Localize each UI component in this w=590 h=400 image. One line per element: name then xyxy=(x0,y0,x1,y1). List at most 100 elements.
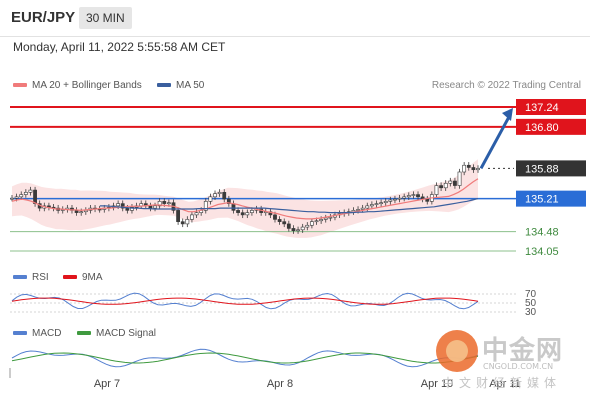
candle-body xyxy=(153,205,157,209)
ma20-line xyxy=(11,178,479,220)
level-tag xyxy=(516,99,586,115)
candle-body xyxy=(439,185,443,189)
price-series xyxy=(10,108,513,234)
datetime-label: Monday, April 11, 2022 5:55:58 AM CET xyxy=(13,40,226,54)
candle-body xyxy=(180,221,185,225)
candle-body xyxy=(162,201,167,204)
rsi-ma-swatch xyxy=(63,275,77,280)
candle-body xyxy=(360,207,365,210)
legend-rsi: RSI xyxy=(13,272,49,283)
ma50-swatch xyxy=(157,83,171,88)
symbol-label: EUR/JPY xyxy=(11,9,76,26)
candle-body xyxy=(23,192,28,195)
macd-line xyxy=(11,348,479,368)
rsi-line xyxy=(11,292,479,310)
candle-body xyxy=(28,189,33,193)
candle-body xyxy=(328,216,333,219)
candle-body xyxy=(291,228,296,231)
candle-body xyxy=(190,214,194,220)
candle-body xyxy=(369,204,374,207)
watermark-cn: 中金网 xyxy=(482,336,564,366)
level-tag xyxy=(516,118,586,135)
ma20-swatch xyxy=(13,83,27,88)
candle-body xyxy=(157,201,162,207)
candle-body xyxy=(286,223,291,229)
candle-body xyxy=(462,164,467,173)
candle-body xyxy=(411,194,416,196)
candle-body xyxy=(222,192,227,200)
candle-body xyxy=(10,197,14,200)
candle-body xyxy=(176,210,180,222)
rsi-ma-label: 9MA xyxy=(82,272,103,283)
candle-body xyxy=(402,196,407,199)
candle-body xyxy=(393,198,397,201)
candle-body xyxy=(79,211,84,214)
candle-body xyxy=(33,189,37,204)
level-label: 134.48 xyxy=(525,227,559,239)
candle-body xyxy=(213,193,217,198)
candle-body xyxy=(208,196,213,202)
candle-body xyxy=(250,210,254,213)
level-label: 134.05 xyxy=(525,246,559,258)
candle-body xyxy=(457,171,462,186)
candle-body xyxy=(374,203,379,205)
candle-body xyxy=(226,198,231,204)
credit-label: Research © 2022 Trading Central xyxy=(431,80,581,91)
candle-body xyxy=(166,202,171,204)
ma50-line xyxy=(100,198,479,214)
level-label: 135.21 xyxy=(525,194,559,206)
legend-ma50: MA 50 xyxy=(157,80,204,91)
rsi-swatch xyxy=(13,275,27,280)
legend-macd: MACD xyxy=(13,328,61,339)
candle-body xyxy=(319,219,324,222)
candle-body xyxy=(448,180,453,184)
level-label: 135.88 xyxy=(525,163,559,175)
candle-body xyxy=(323,217,328,220)
candle-body xyxy=(236,210,240,213)
candle-body xyxy=(296,229,300,232)
watermark-sub: 中文财经新媒体 xyxy=(442,376,562,390)
candle-body xyxy=(194,212,199,216)
timeframe-button[interactable]: 30 MIN xyxy=(79,7,132,29)
candle-body xyxy=(14,196,19,199)
candle-body xyxy=(203,201,208,211)
macd-signal-line xyxy=(11,352,479,364)
candle-body xyxy=(476,168,480,171)
forecast-arrow xyxy=(479,114,512,170)
candle-body xyxy=(314,220,319,223)
candle-body xyxy=(245,212,250,216)
candle-body xyxy=(356,209,360,211)
macd-panel xyxy=(11,348,479,368)
candle-body xyxy=(466,164,471,168)
forecast-arrowhead xyxy=(502,108,513,121)
rsi-ma-line xyxy=(11,297,479,305)
candle-body xyxy=(383,201,388,203)
legend-macd-signal: MACD Signal xyxy=(77,328,156,339)
ma20-label: MA 20 + Bollinger Bands xyxy=(32,80,142,91)
watermark-en: CNGOLD.COM.CN xyxy=(483,362,554,371)
candle-body xyxy=(416,194,420,198)
candle-body xyxy=(434,185,439,195)
candle-body xyxy=(305,224,310,228)
candle-body xyxy=(240,212,245,216)
macd-signal-label: MACD Signal xyxy=(96,328,157,339)
level-label: 136.80 xyxy=(525,122,559,134)
candle-body xyxy=(273,214,277,220)
candle-body xyxy=(365,205,370,209)
candle-body xyxy=(148,205,153,209)
candle-body xyxy=(116,203,121,207)
candle-body xyxy=(406,195,411,198)
legend-rsi-ma: 9MA xyxy=(63,272,103,283)
candle-body xyxy=(125,207,130,211)
candle-body xyxy=(231,203,236,211)
x-tick-label: Apr 11 xyxy=(489,378,521,390)
candle-body xyxy=(120,203,125,209)
macd-swatch xyxy=(13,331,27,336)
candle-body xyxy=(443,182,448,189)
candle-body xyxy=(282,221,287,225)
chart-header: EUR/JPY 30 MIN xyxy=(0,0,590,37)
rsi-tick-label: 50 xyxy=(525,298,537,309)
candle-body xyxy=(453,180,457,186)
